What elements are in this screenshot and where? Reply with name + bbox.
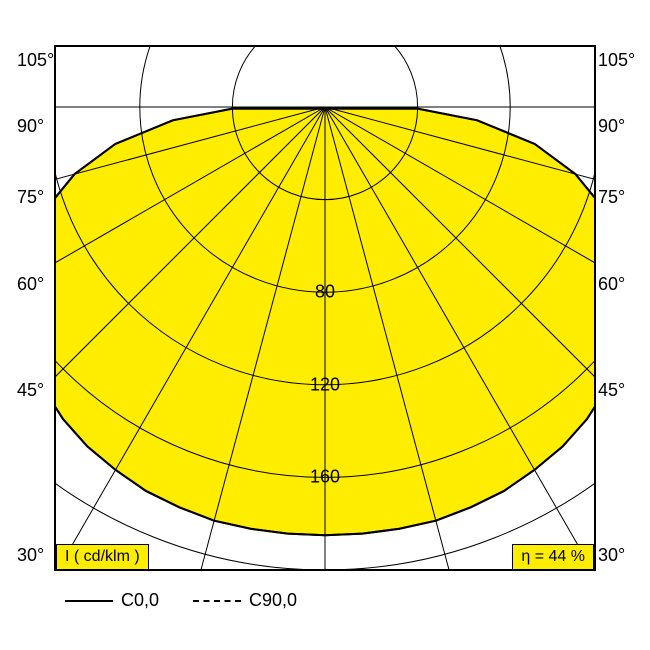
angle-label-left-1: 90° <box>17 116 44 137</box>
legend-label-0: C0,0 <box>121 590 159 611</box>
legend: C0,0 C90,0 <box>65 590 297 611</box>
legend-label-1: C90,0 <box>249 590 297 611</box>
angle-label-right-5: 30° <box>598 545 625 566</box>
legend-swatch-solid <box>65 600 113 602</box>
ring-label-0: 80 <box>315 282 335 303</box>
ring-label-2: 160 <box>310 467 340 488</box>
angle-label-left-4: 45° <box>17 380 44 401</box>
ring-label-1: 120 <box>310 374 340 395</box>
eta-badge: η = 44 % <box>512 544 594 570</box>
angle-label-right-0: 105° <box>598 50 635 71</box>
angle-label-left-3: 60° <box>17 274 44 295</box>
legend-swatch-dashed <box>193 600 241 602</box>
polar-chart-container: 105° 90° 75° 60° 45° 30° 105° 90° 75° 60… <box>0 0 650 650</box>
angle-label-left-5: 30° <box>17 545 44 566</box>
angle-label-right-2: 75° <box>598 187 625 208</box>
angle-label-right-1: 90° <box>598 116 625 137</box>
angle-label-left-0: 105° <box>17 50 54 71</box>
angle-label-right-3: 60° <box>598 274 625 295</box>
unit-badge: I ( cd/klm ) <box>56 544 149 570</box>
angle-label-right-4: 45° <box>598 380 625 401</box>
angle-label-left-2: 75° <box>17 187 44 208</box>
